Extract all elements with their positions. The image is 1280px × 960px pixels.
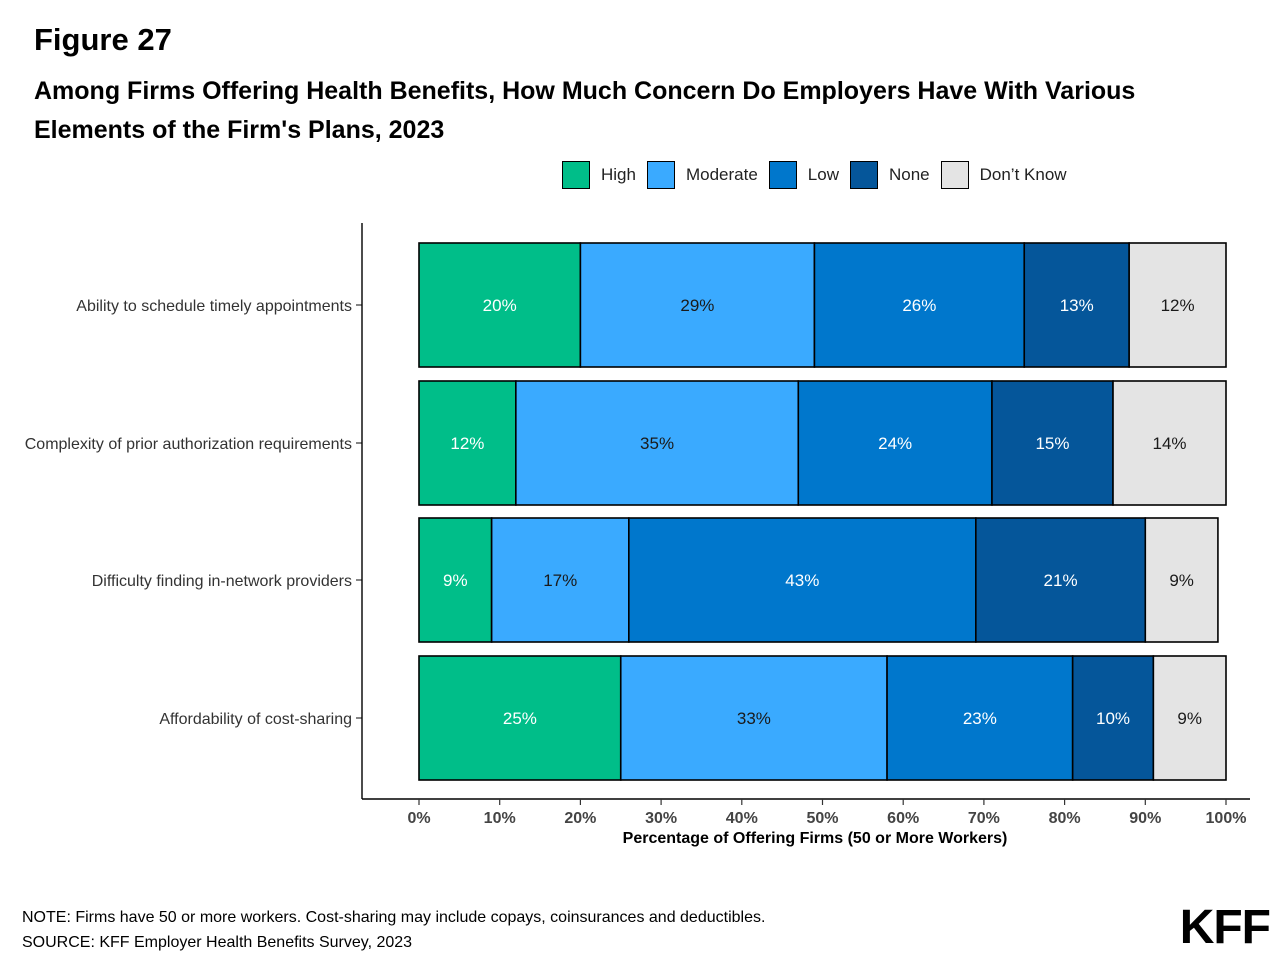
- data-label-don-t-know: 12%: [1161, 296, 1195, 315]
- figure-label: Figure 27: [34, 22, 172, 57]
- bar-segment-low: [628, 517, 977, 643]
- x-tick-label: 20%: [564, 810, 596, 827]
- chart-title: Among Firms Offering Health Benefits, Ho…: [34, 77, 1136, 144]
- y-tick-label: Affordability of cost-sharing: [159, 711, 352, 728]
- x-tick-label: 10%: [484, 810, 516, 827]
- x-tick-label: 60%: [887, 810, 919, 827]
- data-label-high: 9%: [443, 571, 468, 590]
- data-label-high: 25%: [503, 709, 537, 728]
- x-axis-title: Percentage of Offering Firms (50 or More…: [623, 830, 1008, 847]
- bar-segment-moderate: [515, 380, 800, 506]
- data-label-low: 24%: [878, 434, 912, 453]
- chart-legend: High Moderate Low None Don’t Know: [562, 159, 1078, 191]
- x-tick-label: 40%: [726, 810, 758, 827]
- legend-item-low: Low: [768, 161, 839, 189]
- legend-swatch-none: [849, 161, 878, 189]
- kff-logo: KFF: [1179, 901, 1271, 954]
- bar-segment-don-t-know: [1152, 655, 1227, 781]
- data-label-none: 21%: [1044, 571, 1078, 590]
- legend-label-dont-know: Don’t Know: [979, 165, 1067, 184]
- legend-label-high: High: [601, 165, 636, 184]
- data-label-none: 13%: [1060, 296, 1094, 315]
- data-label-high: 20%: [483, 296, 517, 315]
- bar-segment-don-t-know: [1112, 380, 1227, 506]
- legend-swatch-low: [768, 161, 797, 189]
- footnote-note: NOTE: Firms have 50 or more workers. Cos…: [22, 909, 766, 926]
- legend-item-moderate: Moderate: [646, 161, 758, 189]
- legend-item-none: None: [849, 161, 930, 189]
- bar-segment-high: [418, 242, 582, 368]
- data-label-none: 15%: [1035, 434, 1069, 453]
- bars-layer: 20% 29% 26% 13% 12% 12% 35% 24% 15% 14% 9% 17% 43% 21…: [418, 242, 1227, 781]
- bar-segment-high: [418, 655, 622, 781]
- bar-segment-none: [1071, 655, 1155, 781]
- x-tick-label: 30%: [645, 810, 677, 827]
- bar-segment-none: [1023, 242, 1130, 368]
- y-tick-label: Complexity of prior authorization requir…: [25, 436, 352, 453]
- data-label-don-t-know: 9%: [1169, 571, 1194, 590]
- stacked-bar-chart: 20% 29% 26% 13% 12% 12% 35% 24% 15% 14% 9% 17% 43% 21…: [25, 223, 1250, 847]
- legend-swatch-moderate: [646, 161, 675, 189]
- legend-item-high: High: [562, 161, 636, 189]
- legend-swatch-high: [562, 161, 590, 189]
- bar-segment-moderate: [619, 655, 888, 781]
- bar-segment-low: [797, 380, 993, 506]
- data-label-don-t-know: 14%: [1152, 434, 1186, 453]
- bar-segment-low: [886, 655, 1074, 781]
- bar-segment-don-t-know: [1128, 242, 1227, 368]
- x-tick-label: 70%: [968, 810, 1000, 827]
- bar-segment-none: [975, 517, 1147, 643]
- data-label-none: 10%: [1096, 709, 1130, 728]
- bar-segment-moderate: [490, 517, 630, 643]
- legend-item-dont-know: Don’t Know: [940, 161, 1067, 189]
- data-label-low: 23%: [963, 709, 997, 728]
- data-label-low: 26%: [902, 296, 936, 315]
- x-tick-label: 90%: [1129, 810, 1161, 827]
- bar-segment-none: [991, 380, 1114, 506]
- data-label-low: 43%: [785, 571, 819, 590]
- legend-label-moderate: Moderate: [685, 165, 758, 184]
- axes-layer: Ability to schedule timely appointments C…: [25, 223, 1250, 827]
- legend-label-low: Low: [807, 165, 839, 184]
- footnote-source: SOURCE: KFF Employer Health Benefits Sur…: [22, 934, 413, 951]
- data-label-moderate: 17%: [543, 571, 577, 590]
- x-tick-label: 50%: [806, 810, 838, 827]
- bar-segment-low: [813, 242, 1026, 368]
- data-label-moderate: 33%: [737, 709, 771, 728]
- y-tick-label: Difficulty finding in-network providers: [92, 573, 352, 590]
- bar-segment-moderate: [579, 242, 816, 368]
- bar-segment-high: [418, 380, 517, 506]
- x-tick-label: 0%: [407, 810, 430, 827]
- data-label-moderate: 29%: [680, 296, 714, 315]
- data-label-high: 12%: [450, 434, 484, 453]
- legend-label-none: None: [888, 165, 930, 184]
- bar-segment-don-t-know: [1144, 517, 1219, 643]
- data-label-don-t-know: 9%: [1177, 709, 1202, 728]
- x-tick-label: 80%: [1049, 810, 1081, 827]
- data-label-moderate: 35%: [640, 434, 674, 453]
- legend-swatch-dont-know: [940, 161, 969, 189]
- x-tick-label: 100%: [1206, 810, 1247, 827]
- y-tick-label: Ability to schedule timely appointments: [76, 298, 352, 315]
